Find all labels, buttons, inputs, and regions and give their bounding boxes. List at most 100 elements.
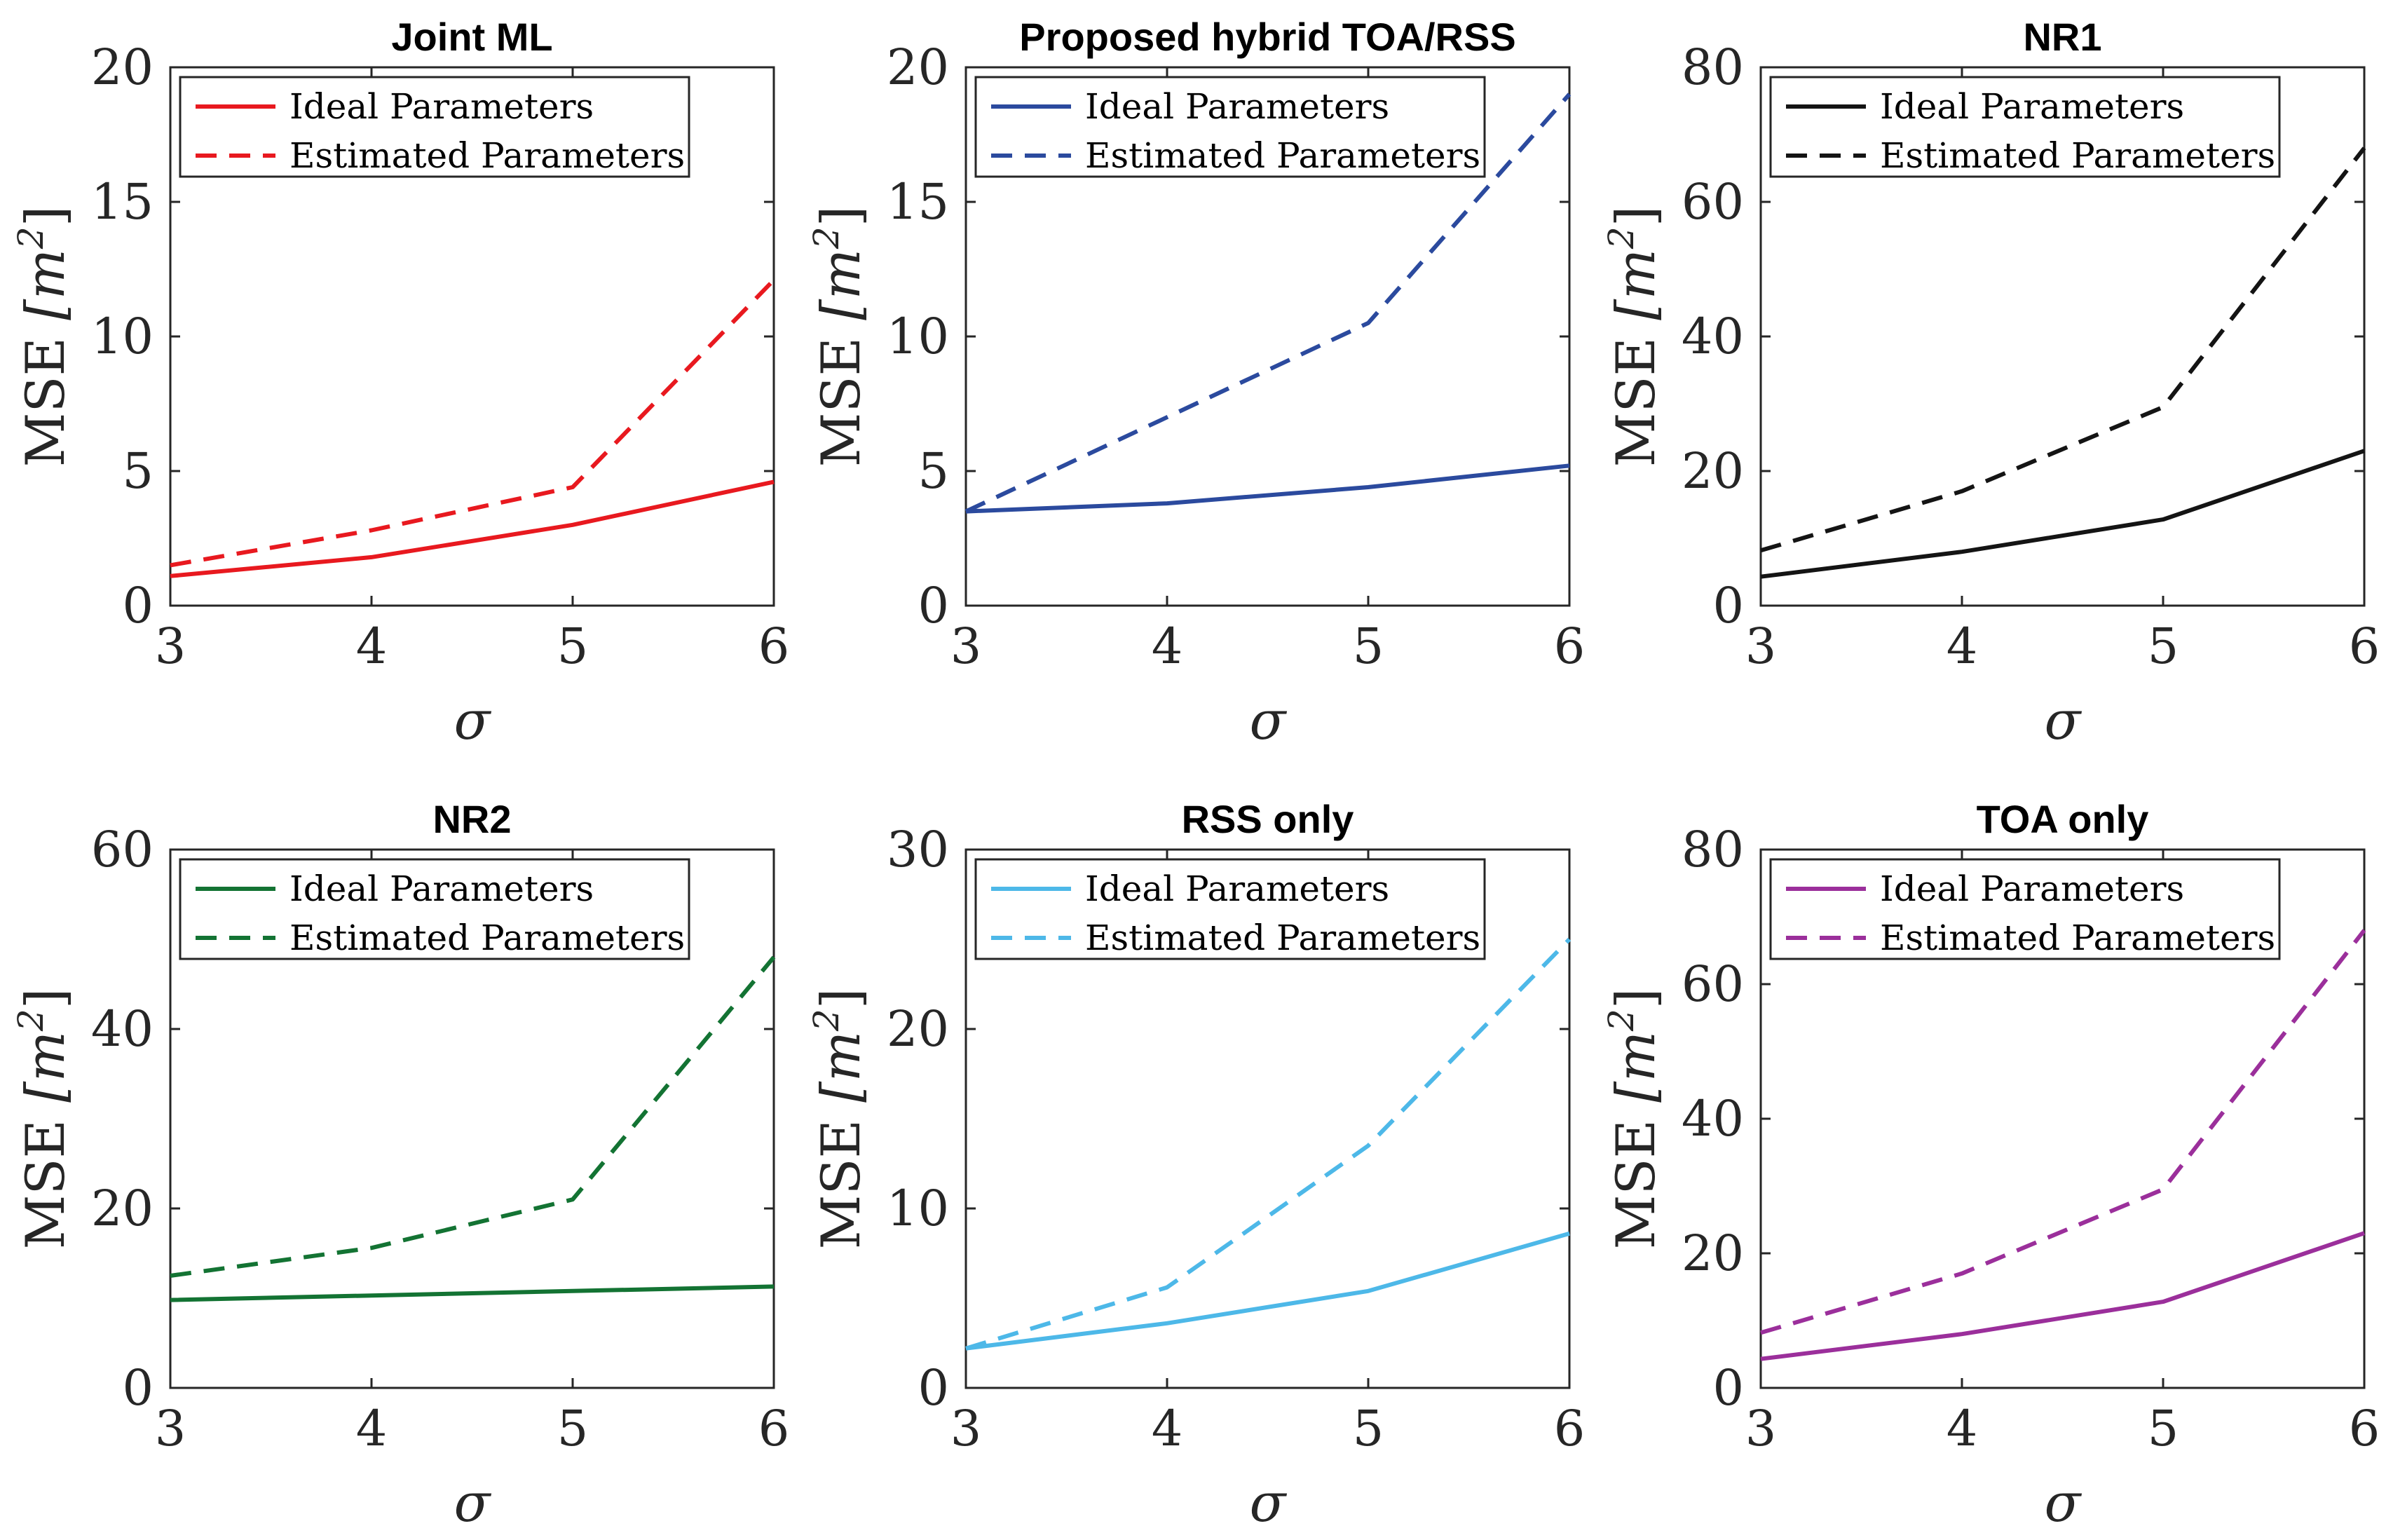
chart-title: NR2: [432, 797, 511, 841]
y-axis-label: MSE [m2]: [1601, 206, 1667, 468]
estimated-parameters-line: [170, 278, 776, 568]
chart-title: NR1: [2023, 15, 2101, 59]
y-tick-label: 20: [1682, 1225, 1744, 1282]
y-axis-label-main: MSE: [810, 1103, 872, 1250]
y-axis-label-unit: [m: [14, 249, 76, 320]
legend-entry-label: Ideal Parameters: [289, 868, 594, 909]
y-tick-label: 5: [122, 442, 154, 500]
chart-title: TOA only: [1977, 797, 2149, 841]
x-tick-label: 6: [1554, 618, 1586, 675]
y-tick-label: 10: [887, 1180, 949, 1237]
y-tick-label: 0: [1712, 577, 1744, 634]
chart-panel-5: 3 4 5 6 0 10 20 30 RSS only σ MSE [m2] Ideal Parame…: [806, 797, 1585, 1534]
estimated-parameters-line: [1760, 929, 2366, 1335]
y-tick-label: 30: [887, 821, 949, 878]
y-tick-label: 0: [1712, 1359, 1744, 1417]
y-tick-label: 60: [91, 821, 154, 878]
x-tick-label: 3: [950, 1400, 982, 1457]
y-axis-label-unit: [m: [1604, 249, 1667, 320]
x-tick-label: 6: [758, 618, 790, 675]
y-axis-label-exponent: 2: [1601, 1009, 1642, 1032]
y-tick-label: 0: [918, 1359, 949, 1417]
axes-frame: [964, 848, 1571, 1389]
y-axis-label-close: ]: [810, 206, 872, 227]
y-axis-label: MSE [m2]: [11, 206, 76, 468]
y-axis-label-close: ]: [1604, 206, 1667, 227]
x-tick-label: 4: [1947, 1400, 1978, 1457]
estimated-parameters-line: [964, 93, 1572, 514]
y-tick-label: 20: [1682, 442, 1744, 500]
legend-box: [974, 76, 1486, 178]
y-axis-label-main: MSE: [1604, 320, 1667, 468]
legend: Ideal Parameters Estimated Parameters: [1769, 76, 2281, 178]
ideal-parameters-line: [965, 463, 1570, 514]
chart-title: RSS only: [1182, 797, 1354, 841]
y-tick-label: 15: [887, 173, 949, 231]
y-axis-label-main: MSE: [810, 320, 872, 468]
x-axis-label: σ: [1250, 689, 1288, 751]
x-tick-label: 4: [1152, 1400, 1183, 1457]
ideal-parameters-line: [1760, 1231, 2365, 1361]
y-axis-label-close: ]: [14, 988, 76, 1009]
x-tick-label: 3: [950, 618, 982, 675]
x-axis-label: σ: [1250, 1471, 1288, 1534]
y-axis-label-unit: [m: [14, 1031, 76, 1103]
legend-entry-label: Estimated Parameters: [1085, 918, 1480, 958]
legend-entry-label: Estimated Parameters: [1880, 918, 2275, 958]
x-tick-label: 3: [1745, 1400, 1777, 1457]
x-tick-label: 6: [2349, 618, 2380, 675]
y-axis-label: MSE [m2]: [11, 988, 76, 1250]
y-axis-label-close: ]: [1604, 988, 1667, 1009]
ideal-parameters-line: [170, 1284, 775, 1302]
chart-panel-2: 3 4 5 6 0 5 10 15 20 Proposed hybrid TOA/RSS σ MSE …: [806, 15, 1585, 751]
legend-entry-label: Estimated Parameters: [1085, 135, 1480, 176]
legend-entry-label: Ideal Parameters: [289, 86, 594, 127]
axes-frame: [169, 848, 775, 1389]
x-tick-label: 3: [155, 1400, 186, 1457]
y-tick-label: 20: [91, 1180, 154, 1237]
y-tick-label: 20: [887, 1000, 949, 1058]
x-tick-label: 4: [356, 618, 388, 675]
y-axis-label: MSE [m2]: [806, 206, 872, 468]
y-axis-label-close: ]: [810, 988, 872, 1009]
y-tick-label: 80: [1682, 39, 1744, 96]
y-tick-label: 0: [122, 1359, 154, 1417]
x-tick-label: 6: [1554, 1400, 1586, 1457]
ideal-parameters-line: [170, 479, 775, 578]
x-tick-label: 5: [2148, 618, 2179, 675]
y-tick-label: 20: [91, 39, 154, 96]
estimated-parameters-line: [1760, 146, 2366, 553]
y-axis-label-exponent: 2: [1601, 226, 1642, 250]
legend-entry-label: Estimated Parameters: [1880, 135, 2275, 176]
x-tick-label: 5: [557, 1400, 589, 1457]
y-axis-label-main: MSE: [1604, 1103, 1667, 1250]
x-tick-label: 4: [1947, 618, 1978, 675]
y-axis-label: MSE [m2]: [806, 988, 872, 1250]
x-axis-label: σ: [454, 689, 492, 751]
y-tick-label: 60: [1682, 173, 1744, 231]
y-tick-label: 10: [887, 308, 949, 365]
y-tick-label: 40: [91, 1000, 154, 1058]
y-tick-label: 40: [1682, 1090, 1744, 1147]
y-axis-label-exponent: 2: [11, 1009, 51, 1032]
y-tick-label: 20: [887, 39, 949, 96]
y-axis-label-close: ]: [14, 206, 76, 227]
legend: Ideal Parameters Estimated Parameters: [179, 76, 690, 178]
y-tick-label: 80: [1682, 821, 1744, 878]
y-axis-label-unit: [m: [810, 1031, 872, 1103]
x-axis-label: σ: [2045, 1471, 2082, 1534]
x-tick-label: 4: [1152, 618, 1183, 675]
y-axis-label-main: MSE: [14, 320, 76, 468]
legend-entry-label: Estimated Parameters: [289, 135, 685, 176]
x-axis-label: σ: [2045, 689, 2082, 751]
estimated-parameters-line: [170, 955, 776, 1278]
legend-box: [179, 858, 690, 960]
legend-box: [1769, 858, 2281, 960]
y-axis-label-main: MSE: [14, 1103, 76, 1250]
legend-entry-label: Ideal Parameters: [1085, 868, 1389, 909]
y-tick-label: 0: [918, 577, 949, 634]
y-axis-label-exponent: 2: [806, 226, 847, 250]
